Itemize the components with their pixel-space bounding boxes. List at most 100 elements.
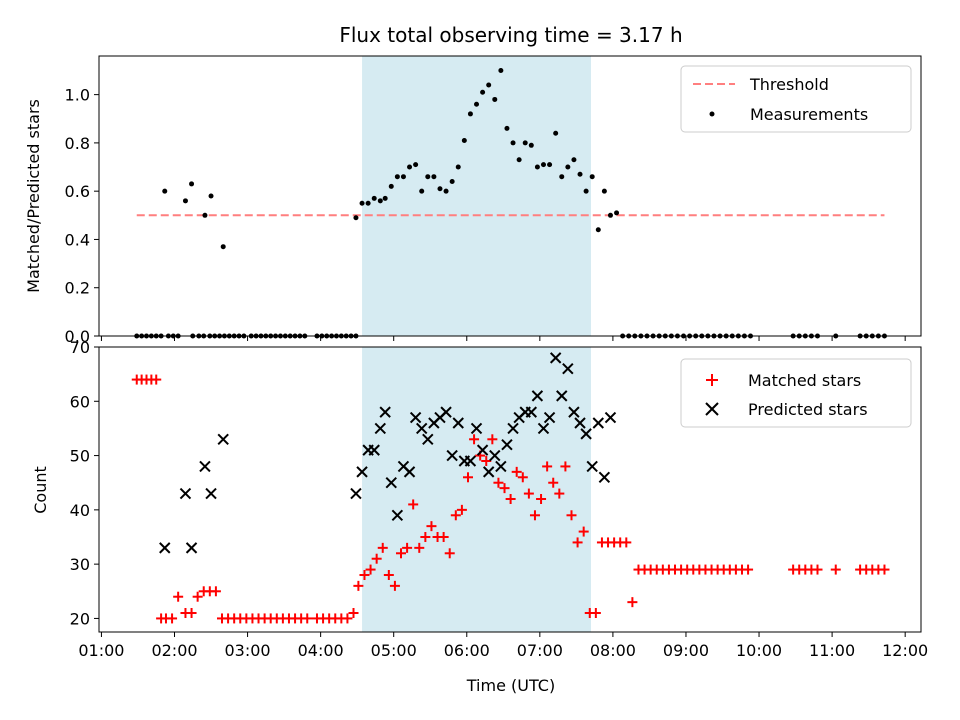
measurement-point: [577, 171, 583, 177]
y-tick-label: 30: [70, 555, 90, 574]
matched-star-point: [812, 564, 823, 575]
predicted-star-point: [440, 406, 452, 418]
measurement-point: [486, 82, 492, 88]
matched-star-point: [517, 472, 528, 483]
top-panel: 0.0 0.2 0.4 0.6 0.8 1.0 Matched/Predicted sta…: [24, 55, 922, 346]
measurement-point: [413, 162, 419, 168]
predicted-star-point: [568, 406, 580, 418]
top-axes-frame: [98, 55, 922, 337]
y-tick-label: 0.0: [65, 327, 90, 346]
matched-star-point: [151, 374, 162, 385]
measurement-point: [377, 198, 383, 204]
predicted-star-point: [422, 433, 434, 445]
matched-star-point: [542, 461, 553, 472]
predicted-star-point: [385, 477, 397, 489]
measurement-point: [614, 210, 620, 216]
measurement-point: [522, 140, 528, 146]
predicted-star-point: [580, 428, 592, 440]
top-y-axis-label: Matched/Predicted stars: [24, 99, 43, 293]
predicted-star-point: [391, 509, 404, 521]
bottom-y-ticks: 20 30 40 50 60 70: [70, 338, 99, 628]
predicted-star-point: [531, 390, 544, 402]
measurement-point: [474, 101, 480, 107]
measurement-point: [353, 215, 359, 221]
predicted-star-point: [368, 444, 380, 456]
measurement-point: [359, 200, 365, 206]
legend-predicted-label: Predicted stars: [748, 400, 868, 419]
matched-star-point: [210, 586, 221, 597]
x-tick-label: 11:00: [809, 641, 855, 660]
measurement-point: [510, 140, 516, 146]
predicted-star-point: [562, 363, 574, 375]
matched-star-point: [173, 591, 184, 602]
matched-star-point: [572, 537, 583, 548]
predicted-star-point: [446, 449, 458, 462]
legend-matched-label: Matched stars: [748, 371, 861, 390]
predicted-star-point: [350, 487, 362, 500]
legend-measurements-label: Measurements: [750, 105, 868, 124]
predicted-star-point: [537, 422, 550, 435]
top-shaded-interval: [362, 56, 591, 336]
y-tick-label: 0.2: [65, 279, 90, 298]
matched-star-point: [548, 477, 559, 488]
measurement-point: [498, 67, 504, 73]
predicted-star-point: [185, 542, 198, 554]
y-tick-label: 0.8: [65, 134, 90, 153]
measurement-point: [394, 174, 400, 180]
matched-star-point: [402, 542, 413, 553]
measurement-point: [461, 137, 467, 143]
matched-star-point: [743, 564, 754, 575]
predicted-star-point: [199, 460, 211, 473]
matched-star-point: [420, 532, 431, 542]
top-x-ticks: [100, 336, 906, 341]
y-tick-label: 70: [70, 338, 90, 357]
x-tick-label: 02:00: [151, 641, 197, 660]
x-tick-label: 09:00: [663, 641, 709, 660]
predicted-star-point: [217, 433, 229, 445]
matched-star-point: [450, 510, 461, 521]
predicted-star-point: [525, 406, 538, 418]
x-tick-label: 07:00: [517, 641, 563, 660]
bottom-legend-box: [680, 358, 912, 428]
matched-star-point: [365, 564, 376, 575]
predicted-star-point: [574, 417, 586, 429]
x-tick-label: 01:00: [78, 641, 124, 660]
predicted-star-point: [507, 422, 519, 435]
measurement-point: [400, 174, 406, 180]
measurement-point: [220, 244, 226, 250]
x-tick-label: 10:00: [736, 641, 782, 660]
matched-star-point: [487, 434, 498, 445]
top-y-ticks: 0.0 0.2 0.4 0.6 0.8 1.0: [65, 86, 99, 346]
measurement-point: [559, 174, 565, 180]
measurement-point: [607, 212, 613, 218]
measurement-point: [371, 195, 377, 201]
matched-star-point: [192, 591, 203, 602]
matched-star-point: [302, 613, 313, 624]
measurement-point: [182, 198, 188, 204]
matched-star-point: [578, 526, 589, 537]
measurement-point: [208, 193, 214, 199]
y-tick-label: 1.0: [65, 86, 90, 105]
y-tick-label: 60: [70, 392, 90, 411]
predicted-star-point: [495, 460, 507, 473]
matched-star-point: [830, 564, 841, 575]
matched-star-point: [456, 504, 467, 515]
matched-star-point: [554, 488, 565, 499]
matched-star-point: [511, 466, 522, 477]
bottom-legend: Matched stars Predicted stars: [680, 358, 912, 428]
predicted-star-point: [476, 444, 489, 456]
measurement-point: [437, 186, 443, 192]
matched-star-point: [505, 494, 516, 504]
measurement-point: [162, 188, 168, 194]
x-tick-label: 03:00: [225, 641, 271, 660]
matched-star-point: [462, 472, 473, 483]
matched-star-point: [590, 608, 601, 618]
predicted-star-point: [489, 449, 501, 462]
measurement-point: [419, 188, 425, 194]
matched-star-point: [414, 542, 425, 553]
matched-star-point: [499, 483, 510, 494]
bottom-plot-area: [131, 352, 890, 624]
legend-matched-swatch: [706, 374, 718, 386]
legend-predicted-swatch: [705, 402, 719, 416]
